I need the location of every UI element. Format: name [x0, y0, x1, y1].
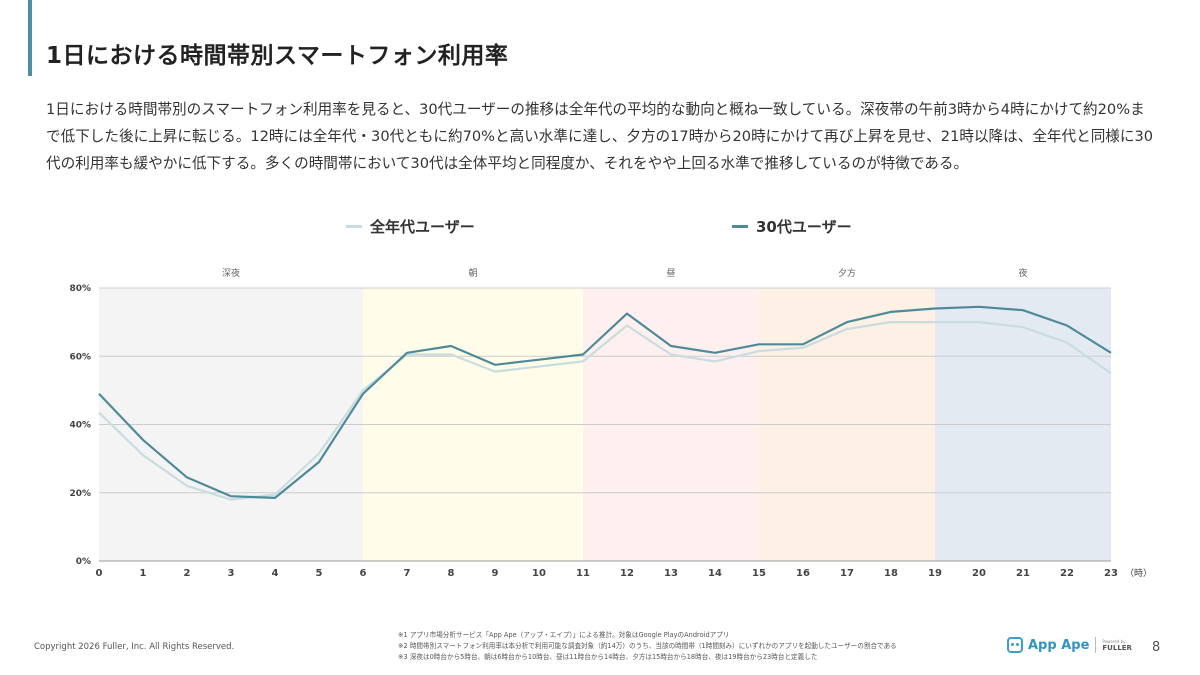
x-tick-label-6: 6 — [360, 568, 367, 579]
time-band-label-0: 深夜 — [222, 267, 240, 279]
x-tick-label-21: 21 — [1016, 568, 1030, 579]
x-unit-label: （時） — [1125, 568, 1152, 579]
x-tick-label-9: 9 — [492, 568, 499, 579]
footnote-3: ※3 深夜は0時台から5時台、朝は6時台から10時台、昼は11時台から14時台、… — [398, 653, 818, 661]
legend-swatch-all-ages — [346, 225, 362, 228]
time-band-label-4: 夜 — [1018, 267, 1027, 279]
x-tick-label-4: 4 — [272, 568, 279, 579]
legend-swatch-thirties — [732, 225, 748, 228]
app-ape-icon — [1007, 637, 1023, 653]
chart-legend: 全年代ユーザー 30代ユーザー — [0, 216, 1200, 240]
x-tick-label-2: 2 — [184, 568, 191, 579]
series-line-1 — [98, 305, 1112, 499]
footnote-1: ※1 アプリ市場分析サービス「App Ape（アップ・エイプ）」による推計。対象… — [398, 631, 730, 639]
x-tick-label-13: 13 — [664, 568, 678, 579]
page-title: 1日における時間帯別スマートフォン利用率 — [46, 43, 509, 69]
x-tick-label-22: 22 — [1060, 568, 1074, 579]
x-tick-label-5: 5 — [316, 568, 323, 579]
legend-item-all-ages: 全年代ユーザー — [346, 216, 475, 237]
legend-item-thirties: 30代ユーザー — [732, 216, 852, 237]
x-tick-label-16: 16 — [796, 568, 810, 579]
x-tick-label-19: 19 — [928, 568, 942, 579]
description-text: 1日における時間帯別のスマートフォン利用率を見ると、30代ユーザーの推移は全年代… — [46, 101, 1154, 172]
x-tick-label-14: 14 — [708, 568, 722, 579]
legend-label-all-ages: 全年代ユーザー — [370, 218, 475, 236]
x-tick-label-18: 18 — [884, 568, 898, 579]
y-tick-label-2: 40% — [69, 421, 91, 431]
logo-divider — [1095, 637, 1097, 653]
y-tick-label-0: 0% — [76, 557, 91, 567]
x-tick-label-0: 0 — [96, 568, 103, 579]
x-tick-label-1: 1 — [140, 568, 147, 579]
series-line-0 — [98, 321, 1112, 501]
x-tick-label-8: 8 — [448, 568, 455, 579]
app-ape-logo: App Ape Powered by FULLER — [1007, 637, 1132, 653]
x-tick-label-15: 15 — [752, 568, 766, 579]
time-band-label-1: 朝 — [468, 268, 477, 279]
logo-company-name: FULLER — [1102, 644, 1132, 652]
x-tick-label-23: 23 — [1104, 568, 1118, 579]
footnotes: ※1 アプリ市場分析サービス「App Ape（アップ・エイプ）」による推計。対象… — [398, 630, 897, 663]
y-tick-label-3: 60% — [69, 352, 91, 362]
x-tick-label-3: 3 — [228, 568, 235, 579]
logo-text: App Ape — [1028, 637, 1090, 653]
time-band-label-2: 昼 — [666, 268, 675, 279]
page-number: 8 — [1152, 640, 1161, 655]
copyright-text: Copyright 2026 Fuller, Inc. All Rights R… — [34, 642, 235, 652]
logo-powered-by: Powered by FULLER — [1102, 638, 1132, 652]
x-tick-label-10: 10 — [532, 568, 546, 579]
y-tick-label-1: 20% — [69, 489, 91, 499]
title-accent-bar — [28, 0, 32, 76]
legend-label-thirties: 30代ユーザー — [756, 218, 852, 236]
footnote-2: ※2 時間帯別スマートフォン利用率は本分析で利用可能な調査対象（約14万）のうち… — [398, 642, 897, 650]
x-tick-label-7: 7 — [404, 568, 411, 579]
logo-powered-label: Powered by — [1102, 639, 1126, 644]
x-tick-label-17: 17 — [840, 568, 854, 579]
line-chart: 深夜朝昼夕方 夜0%20%40%60%80%0 1 2 3 4 5 6 7 8 9 10 11 12 13 1… — [69, 267, 1152, 579]
x-tick-label-11: 11 — [576, 568, 590, 579]
time-band-label-3: 夕方 — [838, 267, 856, 279]
x-tick-label-12: 12 — [620, 568, 634, 579]
y-tick-label-4: 80% — [69, 284, 91, 294]
x-tick-label-20: 20 — [972, 568, 986, 579]
